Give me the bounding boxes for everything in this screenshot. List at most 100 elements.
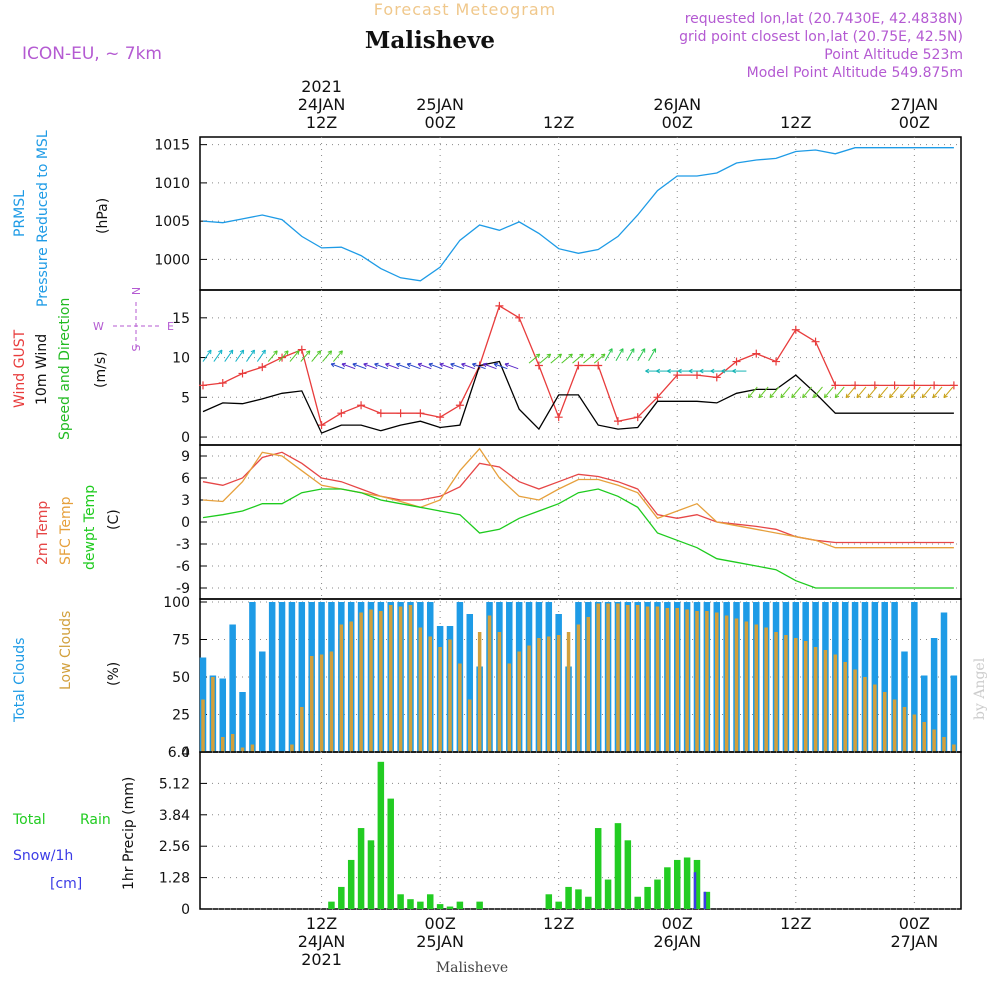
gust-marker: [337, 409, 346, 418]
panel-frame: [199, 136, 962, 291]
precip-bar-total-rain: [585, 896, 592, 909]
panel-frame: [199, 289, 962, 446]
cloud-bar-total-clouds: [298, 602, 306, 752]
y-tick-label: 50: [172, 670, 190, 686]
gust-marker: [831, 381, 840, 390]
cloud-bar-low-clouds: [665, 608, 670, 752]
cm-label: [cm]: [50, 876, 82, 892]
cloud-bar-low-clouds: [734, 618, 739, 752]
wind-arrow: [256, 349, 266, 362]
time-label: 00Z: [899, 914, 930, 933]
wind-arrowhead: [656, 368, 661, 374]
cloud-bar-low-clouds: [547, 636, 551, 752]
cloud-bar-total-clouds: [881, 602, 888, 752]
y-tick-label: 5.12: [159, 776, 190, 792]
wind-arrowhead: [273, 350, 278, 355]
wind-arrow: [333, 350, 343, 362]
wind-arrow: [461, 363, 475, 370]
cloud-bar-low-clouds: [240, 747, 245, 752]
cloud-bar-low-clouds: [754, 624, 759, 752]
wind-arrow: [450, 363, 465, 370]
cloud-bar-low-clouds: [537, 638, 541, 752]
cloud-bar-low-clouds: [724, 615, 729, 752]
wind-arrow: [648, 348, 657, 361]
gust-marker: [930, 381, 939, 390]
gust-marker: [633, 413, 642, 422]
y-tick-label: 100: [163, 595, 190, 611]
prmsl-label: PRMSL: [12, 190, 28, 237]
gust-marker: [238, 369, 247, 378]
time-label: 12Z: [306, 113, 337, 132]
y-tick-label: 1.28: [159, 871, 190, 887]
wind-arrow: [235, 349, 245, 362]
compass-e: E: [167, 320, 174, 333]
y-tick-label: 10: [172, 351, 190, 367]
time-label: 00Z: [899, 113, 930, 132]
wind-arrowhead: [305, 350, 311, 355]
wind-arrowhead: [207, 349, 212, 355]
t2m-label: 2m Temp: [35, 501, 51, 565]
precip-bar-total-rain: [664, 867, 671, 909]
y-tick-label: 1000: [154, 252, 190, 268]
wind-arrow: [921, 386, 932, 399]
gust-marker: [693, 371, 701, 380]
wind-arrow: [572, 353, 584, 364]
precip-bar-total-rain: [545, 894, 553, 909]
wind-arrow: [439, 363, 454, 370]
wind-arrow: [615, 348, 624, 361]
wind-arrowhead: [921, 393, 927, 399]
wind-arrowhead: [758, 393, 764, 399]
wind-arrowhead: [504, 362, 510, 368]
precip-bar-total-rain: [347, 859, 355, 909]
cloud-bar-low-clouds: [882, 692, 887, 752]
gust-marker: [653, 393, 662, 402]
wind-arrowhead: [699, 368, 704, 374]
gust-marker: [791, 325, 800, 334]
time-label: 27JAN: [891, 932, 939, 951]
cloud-bar-total-clouds: [950, 675, 958, 752]
wind-arrowhead: [239, 349, 245, 355]
time-label: 12Z: [543, 113, 574, 132]
cloud-bar-low-clouds: [556, 635, 561, 752]
cloud-bar-low-clouds: [211, 677, 215, 752]
footer-location: Malisheve: [436, 960, 508, 976]
panel-frame: [199, 751, 962, 910]
low-clouds-label: Low Clouds: [58, 611, 74, 690]
gust-marker: [574, 361, 583, 370]
wind-arrowhead: [677, 368, 682, 374]
compass-s: S: [129, 345, 142, 352]
precip-bar-total-rain: [673, 859, 681, 909]
cloud-labels: Total Clouds Low Clouds (%): [12, 611, 122, 723]
wind-arrowhead: [619, 348, 624, 353]
cloud-bar-total-clouds: [930, 638, 938, 752]
wind-arrowhead: [228, 349, 234, 355]
cloud-bar-low-clouds: [863, 677, 867, 752]
precip-unit: 1hr Precip (mm): [121, 777, 137, 890]
wind-arrow: [407, 363, 421, 370]
cloud-bar-low-clouds: [873, 684, 877, 752]
gust-marker: [910, 381, 919, 390]
wind-arrow: [626, 348, 635, 361]
grid-coords: grid point closest lon,lat (20.75E, 42.5…: [679, 29, 963, 45]
wind-arrow: [311, 350, 322, 362]
cloud-bar-total-clouds: [288, 602, 296, 752]
time-label: 2021: [301, 950, 342, 969]
wind-labels: Wind GUST 10m Wind Speed and Direction (…: [12, 287, 174, 440]
cloud-bar-total-clouds: [940, 612, 948, 752]
compass-n: N: [129, 287, 142, 295]
gust-marker: [199, 381, 207, 390]
wind-arrow: [867, 386, 878, 399]
time-label: 00Z: [424, 914, 455, 933]
y-tick-label: 0: [181, 515, 190, 531]
cloud-bar-low-clouds: [942, 737, 946, 752]
wind-arrowhead: [374, 362, 379, 368]
wind-arrow: [246, 349, 255, 362]
time-label: 12Z: [780, 113, 811, 132]
wind-arrow: [213, 349, 223, 362]
y-tick-label: 25: [172, 708, 190, 724]
wind-arrowhead: [568, 353, 573, 359]
y-tick-label: -3: [176, 537, 190, 553]
cloud-bar-low-clouds: [388, 605, 393, 752]
wind-arrowhead: [641, 348, 646, 353]
